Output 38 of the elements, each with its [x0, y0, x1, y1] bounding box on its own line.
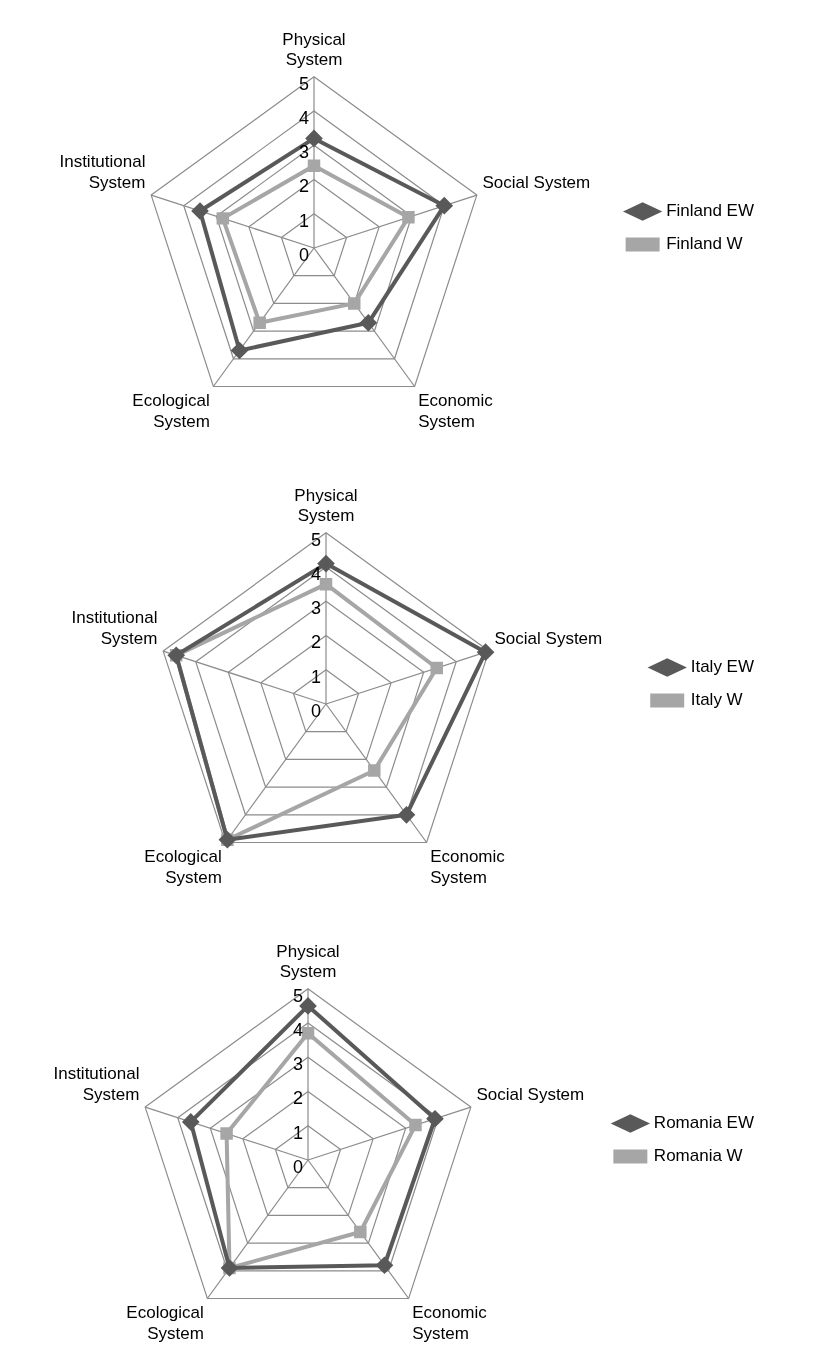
spoke-label: Physical System: [282, 29, 346, 70]
legend-label: Romania W: [653, 1146, 743, 1166]
legend-label: Italy EW: [690, 657, 755, 677]
legend-label: Finland W: [666, 234, 743, 254]
y-tick-label: 5: [292, 985, 303, 1006]
y-tick-label: 0: [310, 700, 321, 721]
spoke-label: Social System: [476, 1084, 585, 1104]
y-tick-label: 2: [298, 176, 309, 197]
spoke-label: Ecological System: [132, 391, 210, 431]
y-tick-label: 1: [310, 666, 321, 687]
spoke-label: Physical System: [276, 941, 340, 982]
y-tick-label: 3: [310, 598, 321, 619]
y-tick-label: 4: [292, 1020, 303, 1041]
y-tick-label: 2: [292, 1088, 303, 1109]
legend-label: Italy W: [690, 690, 743, 710]
y-tick-label: 0: [292, 1156, 303, 1177]
spoke-label: Economic System: [430, 847, 506, 887]
spoke-label: Ecological System: [126, 1303, 204, 1343]
spoke-label: Economic System: [412, 1303, 488, 1343]
legend-label: Romania EW: [653, 1113, 754, 1133]
spoke-label: Institutional System: [59, 152, 146, 192]
y-tick-label: 1: [298, 210, 309, 231]
spoke-label: Ecological System: [144, 847, 222, 887]
y-tick-label: 5: [310, 529, 321, 550]
spoke-label: Physical System: [294, 485, 358, 526]
y-tick-label: 5: [298, 73, 309, 94]
spoke-label: Institutional System: [71, 608, 158, 648]
spoke-label: Institutional System: [53, 1064, 140, 1104]
spoke-label: Social System: [494, 628, 603, 648]
y-tick-label: 3: [292, 1054, 303, 1075]
y-tick-label: 3: [298, 142, 309, 163]
y-tick-label: 4: [298, 108, 309, 129]
spoke-label: Economic System: [418, 391, 494, 431]
y-tick-label: 1: [292, 1122, 303, 1143]
spoke-label: Social System: [482, 172, 591, 192]
y-tick-label: 2: [310, 632, 321, 653]
legend-label: Finland EW: [666, 201, 755, 221]
y-tick-label: 0: [298, 244, 309, 265]
